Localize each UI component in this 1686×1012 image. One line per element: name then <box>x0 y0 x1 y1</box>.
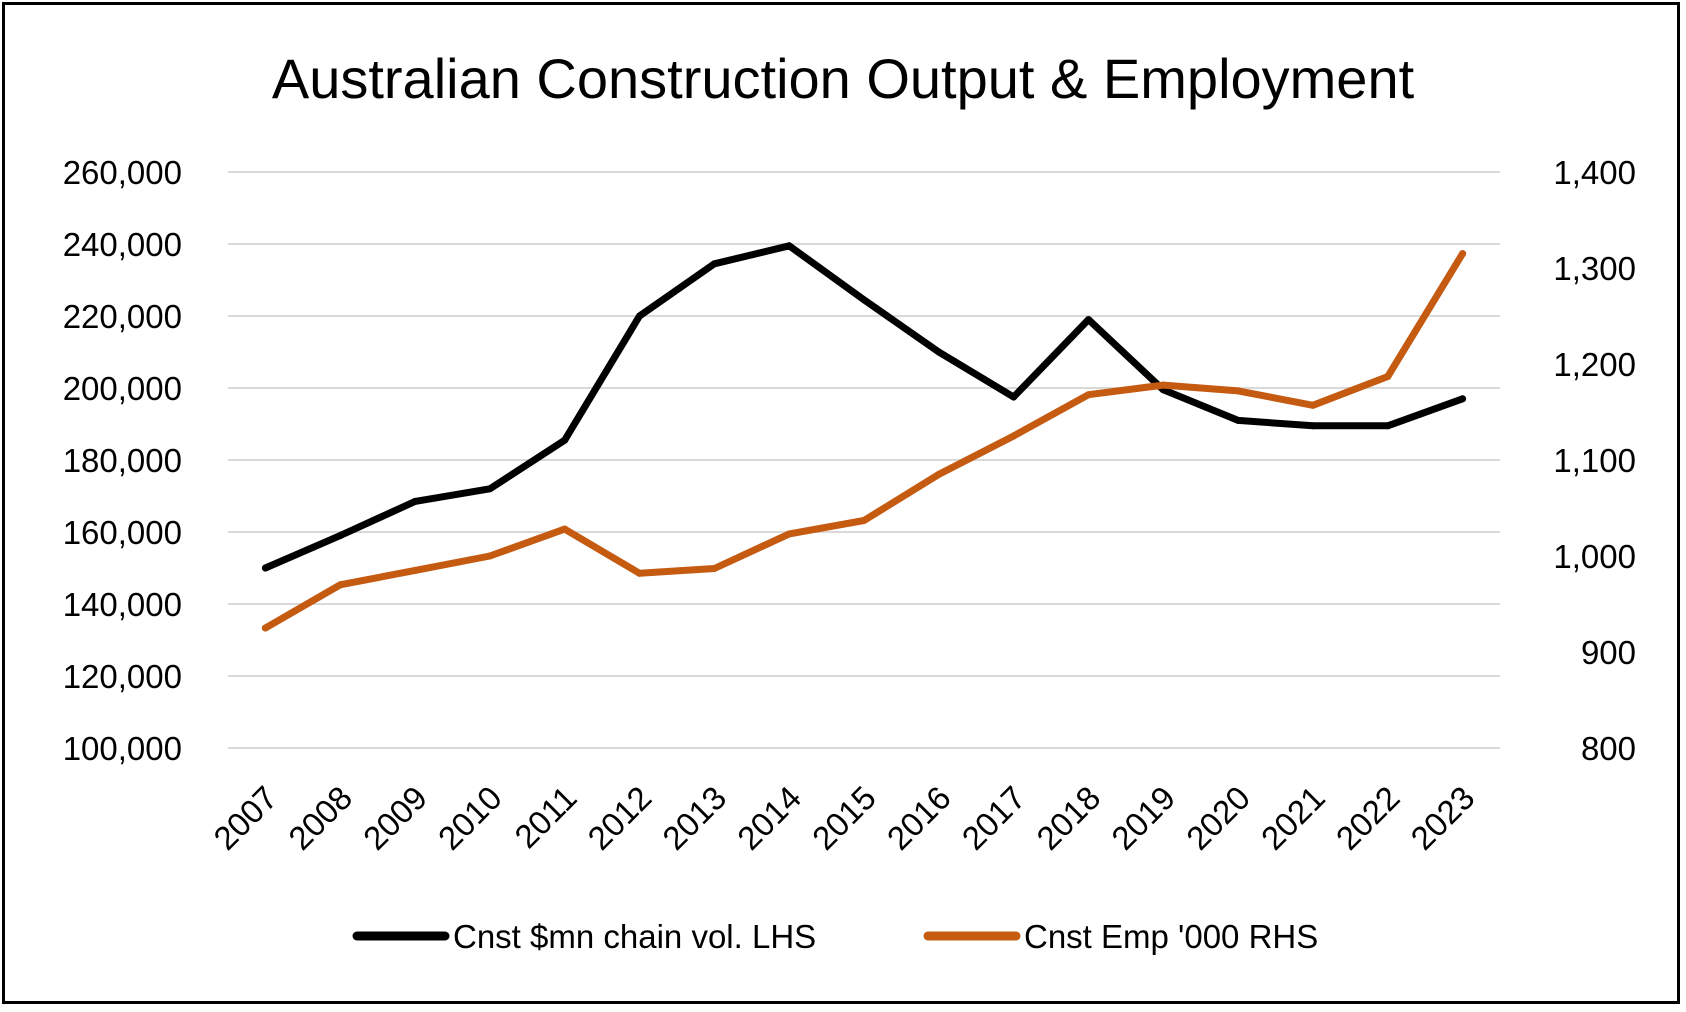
x-tick-label: 2009 <box>356 779 434 857</box>
data-point <box>935 470 943 478</box>
data-point <box>1234 387 1242 395</box>
data-point <box>1010 393 1018 401</box>
data-point <box>261 564 269 572</box>
right-tick-label: 1,000 <box>1553 538 1636 575</box>
right-tick-label: 800 <box>1581 730 1636 767</box>
x-tick-label: 2017 <box>955 779 1033 857</box>
data-point <box>1384 372 1392 380</box>
data-point <box>1309 401 1317 409</box>
legend-label-output: Cnst $mn chain vol. LHS <box>453 918 816 955</box>
data-point <box>411 497 419 505</box>
data-point <box>710 564 718 572</box>
left-tick-label: 200,000 <box>63 370 182 407</box>
x-tick-label: 2022 <box>1329 779 1407 857</box>
right-tick-label: 1,200 <box>1553 346 1636 383</box>
left-tick-label: 100,000 <box>63 730 182 767</box>
legend-label-employment: Cnst Emp '000 RHS <box>1024 918 1318 955</box>
data-point <box>935 348 943 356</box>
left-tick-label: 260,000 <box>63 154 182 191</box>
x-tick-label: 2019 <box>1104 779 1182 857</box>
data-point <box>486 485 494 493</box>
x-tick-label: 2023 <box>1403 779 1481 857</box>
x-tick-label: 2014 <box>730 779 808 857</box>
data-point <box>336 581 344 589</box>
data-point <box>860 516 868 524</box>
left-axis-ticks: 100,000 120,000 140,000 160,000 180,000 200,0… <box>63 154 182 767</box>
x-axis-ticks: 2007200820092010201120122013201420152016… <box>206 779 1481 857</box>
data-point <box>261 624 269 632</box>
data-point <box>411 566 419 574</box>
data-point <box>561 525 569 533</box>
x-tick-label: 2008 <box>281 779 359 857</box>
gridlines <box>228 171 1500 749</box>
data-point <box>1010 432 1018 440</box>
data-point <box>785 530 793 538</box>
data-point <box>336 532 344 540</box>
x-tick-label: 2011 <box>507 779 583 855</box>
data-point <box>785 242 793 250</box>
series-line-employment <box>261 250 1467 632</box>
data-point <box>860 296 868 304</box>
left-tick-label: 140,000 <box>63 586 182 623</box>
left-tick-label: 120,000 <box>63 658 182 695</box>
x-tick-label: 2015 <box>805 779 883 857</box>
right-tick-label: 1,400 <box>1553 154 1636 191</box>
legend: Cnst $mn chain vol. LHS Cnst Emp '000 RH… <box>352 918 1318 955</box>
left-tick-label: 160,000 <box>63 514 182 551</box>
data-point <box>1159 381 1167 389</box>
x-tick-label: 2020 <box>1179 779 1257 857</box>
left-tick-label: 180,000 <box>63 442 182 479</box>
data-point <box>1459 250 1467 258</box>
left-tick-label: 240,000 <box>63 226 182 263</box>
data-point <box>1459 395 1467 403</box>
x-tick-label: 2021 <box>1254 779 1332 857</box>
x-tick-label: 2007 <box>206 779 284 857</box>
data-point <box>1234 416 1242 424</box>
data-point <box>1084 316 1092 324</box>
data-point <box>710 260 718 268</box>
right-tick-label: 1,100 <box>1553 442 1636 479</box>
data-point <box>636 569 644 577</box>
data-point <box>1084 391 1092 399</box>
x-tick-label: 2010 <box>431 779 509 857</box>
series-lines <box>261 242 1467 632</box>
x-tick-label: 2018 <box>1029 779 1107 857</box>
x-tick-label: 2012 <box>580 779 658 857</box>
x-tick-label: 2013 <box>655 779 733 857</box>
data-point <box>486 552 494 560</box>
data-point <box>561 436 569 444</box>
data-point <box>1309 422 1317 430</box>
data-point <box>636 312 644 320</box>
data-point <box>1384 422 1392 430</box>
right-tick-label: 900 <box>1581 634 1636 671</box>
right-tick-label: 1,300 <box>1553 250 1636 287</box>
x-tick-label: 2016 <box>880 779 958 857</box>
chart-title: Australian Construction Output & Employm… <box>272 47 1415 110</box>
left-tick-label: 220,000 <box>63 298 182 335</box>
right-axis-ticks: 800 900 1,000 1,100 1,200 1,300 1,400 <box>1553 154 1636 767</box>
